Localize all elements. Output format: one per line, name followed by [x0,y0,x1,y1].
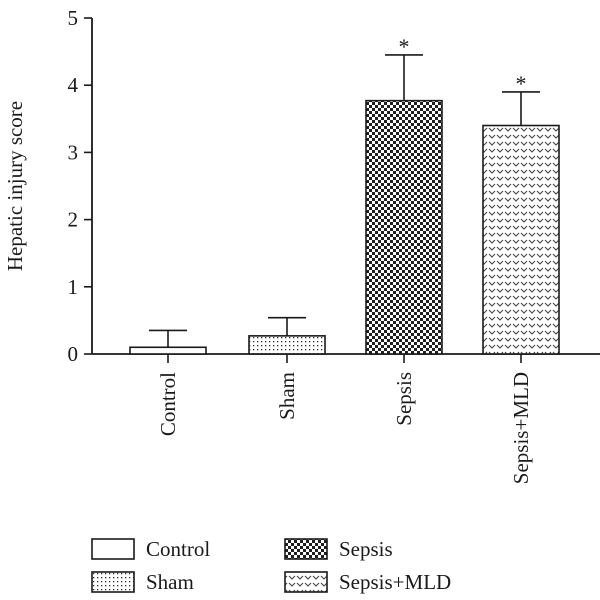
bar-sepsis-mld [482,124,560,355]
legend-swatch [284,538,328,560]
legend: Control Sham Sepsis Sepsis+MLD [91,537,451,594]
y-axis-title: Hepatic injury score [3,101,27,271]
legend-label: Sepsis [339,537,393,561]
bar-sham [248,335,326,355]
y-tick-label: 1 [68,275,79,299]
significance-marker: * [399,34,410,59]
bar-control [129,346,207,355]
plot-area: 0 1 2 3 4 5 Control Sham Sepsis * Sepsis+MLD * [68,6,600,484]
legend-swatch [91,538,135,560]
legend-label: Sepsis+MLD [339,570,451,594]
y-tick-label: 5 [68,6,79,30]
y-tick-label: 2 [68,208,79,232]
x-tick-label: Sepsis+MLD [509,372,533,484]
x-tick-label: Sepsis [392,372,416,426]
x-tick-label: Sham [275,372,299,420]
y-tick-label: 4 [68,73,79,97]
y-tick-label: 0 [68,342,79,366]
y-tick-label: 3 [68,140,79,164]
significance-marker: * [516,71,527,96]
x-tick-label: Control [156,372,180,436]
bar-sepsis [365,99,443,355]
legend-label: Sham [146,570,194,594]
legend-swatch [91,571,135,593]
legend-label: Control [146,537,210,561]
legend-swatch [284,571,328,593]
